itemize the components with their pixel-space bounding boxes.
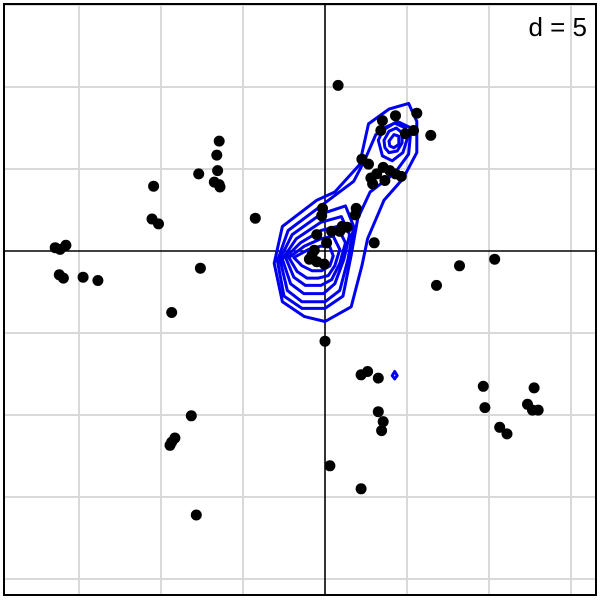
density-contours <box>272 101 419 381</box>
scatter-point <box>372 372 384 384</box>
contour-line <box>387 133 401 150</box>
contour-line <box>287 234 342 280</box>
data-points <box>49 79 544 521</box>
scatter-point <box>332 79 344 91</box>
scatter-point <box>60 239 72 251</box>
scatter-point <box>355 483 367 495</box>
scatter-point <box>324 460 336 472</box>
scatter-point <box>321 237 333 249</box>
scatter-point <box>362 366 374 377</box>
scatter-point <box>376 425 388 437</box>
scatter-point <box>185 410 197 422</box>
contour-line <box>390 370 399 381</box>
scatter-point <box>411 107 423 119</box>
scatter-point <box>153 218 164 230</box>
scatter-point <box>214 181 226 193</box>
scatter-point <box>92 275 104 286</box>
scatter-point <box>454 260 465 272</box>
contour-line <box>275 119 413 310</box>
scatter-point <box>501 428 513 440</box>
scatter-point <box>193 168 205 180</box>
contour-line <box>376 121 409 163</box>
scatter-point <box>377 416 389 428</box>
scatter-point <box>311 229 323 241</box>
scatter-point <box>477 380 489 392</box>
scatter-point <box>489 253 501 265</box>
scatter-point <box>190 509 202 521</box>
scatter-point <box>494 421 506 433</box>
scatter-point <box>349 209 361 221</box>
scatter-point <box>367 178 379 190</box>
scatter-point <box>395 170 407 182</box>
scatter-point <box>211 149 223 161</box>
scatter-point <box>363 158 374 170</box>
scatter-point <box>431 279 442 291</box>
contour-line <box>272 101 419 323</box>
contour-line <box>278 204 356 304</box>
contour-line <box>382 126 404 155</box>
scatter-point <box>528 382 540 394</box>
scatter-point <box>368 237 380 249</box>
scatter-point <box>166 307 178 318</box>
scatter-point <box>164 439 176 451</box>
scatter-point <box>527 404 538 416</box>
scatter-point <box>77 271 89 283</box>
d-annotation: d = 5 <box>528 12 587 42</box>
scatter-point <box>390 110 401 122</box>
scatter-point <box>318 258 330 270</box>
scatter-point <box>425 129 437 141</box>
plot-frame <box>3 3 597 596</box>
contour-line <box>280 215 352 296</box>
scatter-point <box>194 262 206 274</box>
scatter-point <box>375 125 387 136</box>
scatter-point <box>57 272 69 284</box>
scatter-point <box>148 180 160 192</box>
scatter-point <box>303 253 315 265</box>
scatter-point <box>379 175 391 186</box>
scatter-point <box>213 135 225 147</box>
scatter-point <box>408 125 420 136</box>
scatter-point <box>326 225 338 237</box>
scatter-point <box>334 225 346 237</box>
scatter-point <box>376 115 388 127</box>
scatter-point <box>319 335 331 347</box>
scatter-point <box>249 212 261 224</box>
scatter-point <box>316 210 328 222</box>
scatter-point <box>212 165 224 177</box>
scatter-point <box>372 406 384 418</box>
scatter-point <box>479 402 491 414</box>
